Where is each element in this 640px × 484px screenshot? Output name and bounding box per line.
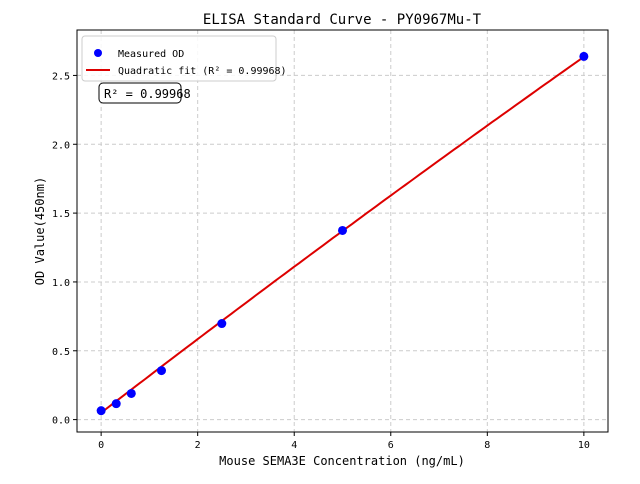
grid [77,30,608,432]
x-axis-label: Mouse SEMA3E Concentration (ng/mL) [219,454,465,468]
y-tick-label: 1.0 [52,278,70,289]
data-point [338,225,347,235]
y-tick-label: 1.5 [52,209,70,220]
data-point [126,388,136,398]
y-tick-label: 0.5 [52,347,70,358]
r2-box [98,82,182,104]
y-tick-label: 2.5 [52,71,70,82]
x-tick-label: 2 [195,440,201,451]
legend-marker-measured [94,49,102,57]
x-tick-label: 4 [291,440,297,451]
chart-title: ELISA Standard Curve - PY0967Mu-T [203,12,482,28]
x-tick-label: 10 [578,440,590,451]
r2-annotation: R² = 0.99968 [98,82,191,104]
y-tick-label: 2.0 [52,140,70,151]
x-tick-label: 8 [484,440,490,451]
legend-label-measured: Measured OD [118,49,184,60]
plot-frame [76,29,609,433]
x-tick-label: 0 [98,440,104,451]
y-axis-label: OD Value(450nm) [33,177,47,285]
r2-text: R² = 0.99968 [104,87,191,101]
points-group [96,51,589,416]
ticks: 0 2 4 6 8 10 0.0 0.5 1.0 1.5 2.0 2.5 [52,71,590,451]
data-point [156,366,166,376]
y-tick-label: 0.0 [52,416,70,427]
data-point [96,406,106,416]
data-point [579,51,589,61]
x-tick-label: 6 [388,440,394,451]
data-point [111,399,121,409]
legend-box [81,35,277,82]
legend: Measured OD Quadratic fit (R² = 0.99968) [81,35,287,82]
legend-label-fit: Quadratic fit (R² = 0.99968) [118,66,287,77]
data-point [217,319,227,329]
